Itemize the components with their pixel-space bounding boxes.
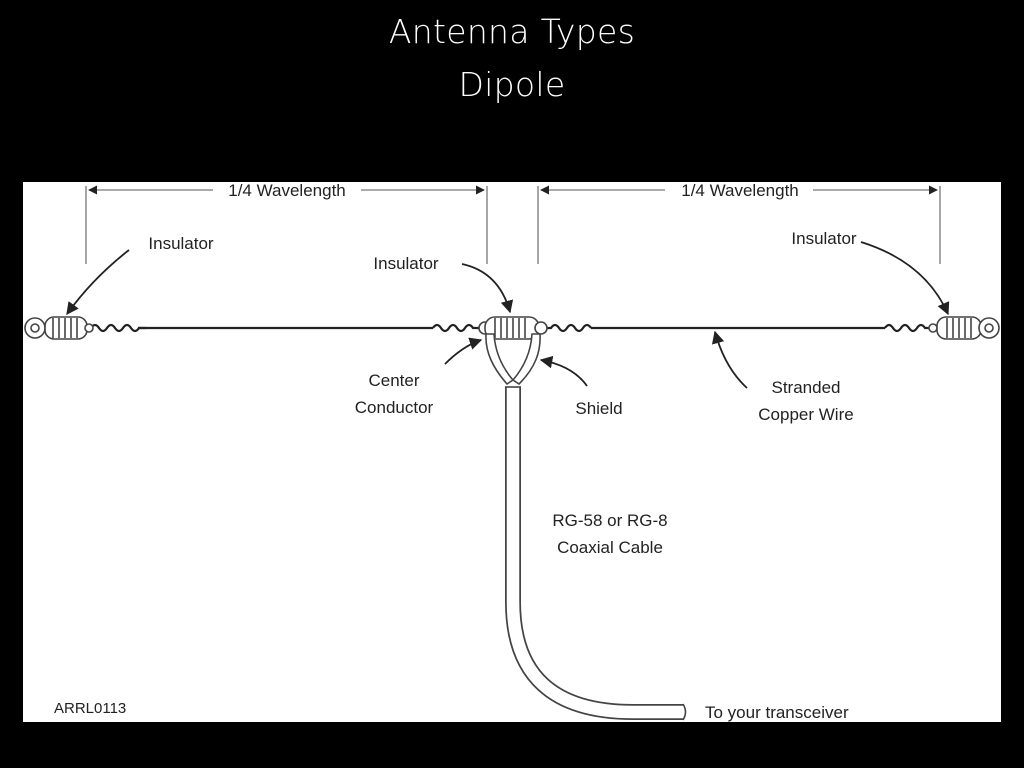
coax-label-2: Coaxial Cable	[557, 538, 663, 557]
credit-label: ARRL0113	[54, 700, 126, 717]
stranded-wire-label-1: Stranded	[772, 378, 841, 397]
coaxial-cable	[505, 386, 687, 721]
dimension-left	[85, 185, 488, 264]
insulator-right-label: Insulator	[791, 229, 857, 248]
feed-leads	[485, 333, 541, 386]
dimension-left-label: 1/4 Wavelength	[228, 182, 346, 200]
center-conductor-label-1: Center	[368, 371, 419, 390]
dimension-right-label: 1/4 Wavelength	[681, 182, 799, 200]
insulator-right-shape	[928, 316, 1000, 340]
insulator-center-label: Insulator	[373, 254, 439, 273]
stranded-wire-label-2: Copper Wire	[758, 405, 853, 424]
slide-subtitle: Dipole	[458, 65, 566, 104]
dipole-diagram: 1/4 Wavelength 1/4 Wavelength	[23, 182, 1001, 722]
shield-label: Shield	[575, 399, 622, 418]
pointer-arrows	[66, 241, 950, 389]
insulator-left-label: Insulator	[148, 234, 214, 253]
transceiver-label: To your transceiver	[705, 703, 849, 722]
dimension-right	[537, 185, 941, 264]
insulator-left-shape	[24, 316, 94, 340]
slide-title: Antenna Types	[388, 12, 636, 51]
coax-label-1: RG-58 or RG-8	[552, 511, 667, 530]
wire-wraps	[90, 323, 933, 333]
center-conductor-label-2: Conductor	[355, 398, 434, 417]
insulator-center-shape	[478, 316, 548, 340]
